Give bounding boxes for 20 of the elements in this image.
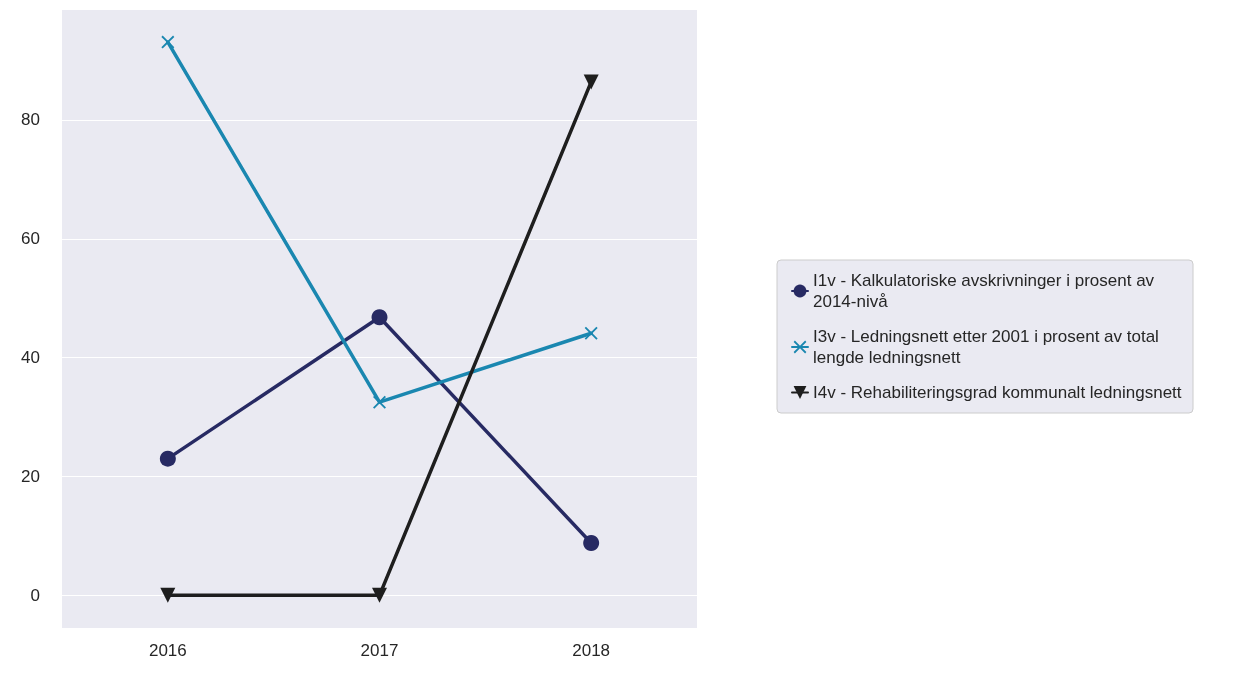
legend-label: I1v - Kalkulatoriske avskrivninger i prosent av 2014-nivå bbox=[813, 271, 1159, 311]
y-tick-label: 0 bbox=[30, 585, 40, 605]
x-tick-label: 2017 bbox=[360, 641, 399, 660]
point bbox=[583, 74, 599, 90]
legend-label: I3v - Ledningsnett etter 2001 i prosent av total lengde ledningsnett bbox=[813, 327, 1164, 367]
point bbox=[160, 587, 176, 603]
y-tick-label: 60 bbox=[21, 229, 40, 249]
y-tick-label: 80 bbox=[21, 110, 40, 130]
point bbox=[584, 326, 598, 340]
legend-label: I4v - Rehabiliteringsgrad kommunalt ledningsnett bbox=[813, 383, 1182, 402]
x-tick-label: 2018 bbox=[572, 641, 611, 660]
y-tick-label: 20 bbox=[21, 466, 40, 486]
point bbox=[161, 35, 175, 49]
point bbox=[371, 309, 388, 326]
point bbox=[583, 535, 600, 552]
point bbox=[372, 587, 387, 603]
point bbox=[373, 395, 386, 409]
x-tick-label: 2016 bbox=[148, 641, 187, 660]
point bbox=[159, 450, 176, 467]
y-tick-label: 40 bbox=[21, 348, 40, 368]
